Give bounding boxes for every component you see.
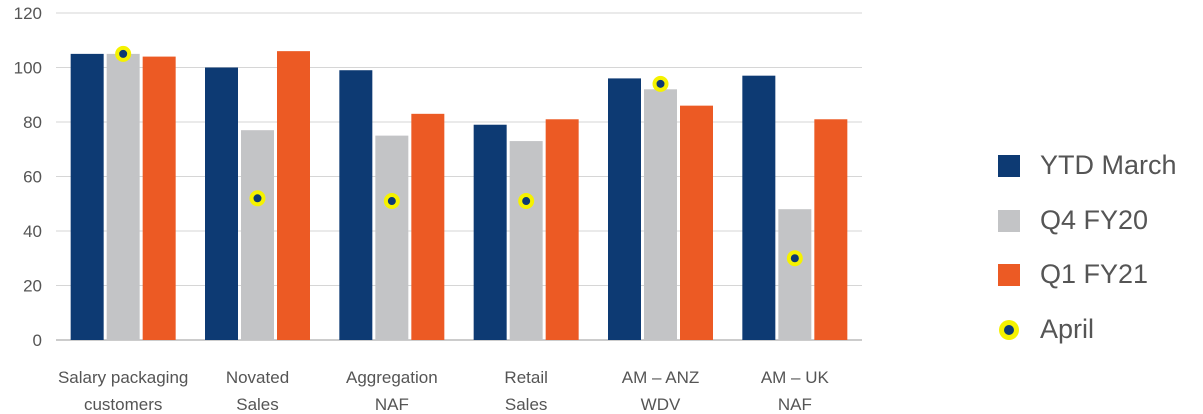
bar-ytd-march xyxy=(339,70,373,340)
gridlines xyxy=(56,12,862,341)
x-category-label: Sales xyxy=(505,395,548,414)
april-marker xyxy=(383,193,400,210)
bar-q1-fy21 xyxy=(142,56,176,340)
bar-q4-fy20 xyxy=(241,130,274,340)
bar-ytd-march xyxy=(608,78,641,341)
bar-q4-fy20 xyxy=(375,135,409,340)
x-category-label: NAF xyxy=(778,395,812,414)
bar-chart: 0 20 40 60 80 100 120 Salary packaging customer… xyxy=(14,4,862,414)
x-category-label: Salary packaging xyxy=(58,368,188,387)
bar-q4-fy20 xyxy=(778,209,812,340)
x-category-label: Sales xyxy=(236,395,279,414)
bar-q4-fy20 xyxy=(644,89,677,340)
legend-label: April xyxy=(1040,314,1095,344)
legend-label: YTD March xyxy=(1040,150,1177,180)
bar-q1-fy21 xyxy=(680,105,713,341)
y-axis: 0 20 40 60 80 100 120 xyxy=(14,4,42,350)
legend-item-ytd-march: YTD March xyxy=(998,150,1177,181)
x-axis: Salary packaging customers Novated Sales Agg… xyxy=(58,368,830,414)
legend-item-april: April xyxy=(998,314,1094,345)
april-marker xyxy=(115,45,132,62)
y-tick-label: 100 xyxy=(14,59,42,78)
bar-q1-fy21 xyxy=(545,119,579,341)
april-marker-icon xyxy=(998,319,1020,341)
y-tick-label: 120 xyxy=(14,4,42,23)
legend-swatch-ytd-march xyxy=(998,154,1020,177)
legend-item-q1-fy21: Q1 FY21 xyxy=(998,259,1148,290)
bar-q4-fy20 xyxy=(106,53,140,340)
y-tick-label: 60 xyxy=(23,168,42,187)
legend-item-q4-fy20: Q4 FY20 xyxy=(998,205,1148,236)
bar-ytd-march xyxy=(70,53,104,340)
april-markers xyxy=(115,45,803,267)
legend: YTD March Q4 FY20 Q1 FY21 April xyxy=(998,0,1203,414)
bars xyxy=(70,51,848,341)
bar-ytd-march xyxy=(473,124,507,340)
x-category-label: AM – ANZ xyxy=(622,368,699,387)
april-marker xyxy=(518,193,535,210)
x-category-label: NAF xyxy=(375,395,409,414)
y-tick-label: 0 xyxy=(33,331,42,350)
x-category-label: Aggregation xyxy=(346,368,438,387)
x-category-label: AM – UK xyxy=(761,368,830,387)
bar-q1-fy21 xyxy=(814,119,848,341)
bar-q1-fy21 xyxy=(277,51,310,341)
bar-q4-fy20 xyxy=(509,141,543,340)
april-marker xyxy=(652,75,669,92)
x-category-label: WDV xyxy=(641,395,681,414)
april-marker xyxy=(786,250,803,267)
x-category-label: Novated xyxy=(226,368,289,387)
y-tick-label: 80 xyxy=(23,113,42,132)
y-tick-label: 40 xyxy=(23,222,42,241)
legend-label: Q4 FY20 xyxy=(1040,205,1149,235)
bar-ytd-march xyxy=(205,67,238,340)
bar-ytd-march xyxy=(742,75,776,341)
x-category-label: Retail xyxy=(504,368,547,387)
x-category-label: customers xyxy=(84,395,162,414)
april-marker xyxy=(249,190,266,207)
legend-label: Q1 FY21 xyxy=(1040,259,1149,289)
legend-swatch-q4-fy20 xyxy=(998,209,1020,232)
bar-q1-fy21 xyxy=(411,113,445,340)
legend-swatch-q1-fy21 xyxy=(998,263,1020,286)
y-tick-label: 20 xyxy=(23,277,42,296)
